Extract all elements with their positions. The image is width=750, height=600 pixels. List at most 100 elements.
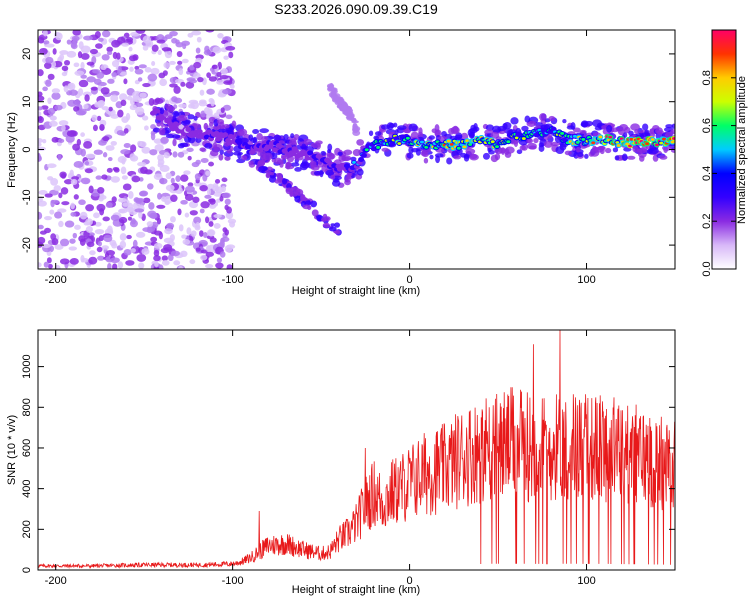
noise-blob bbox=[66, 130, 77, 137]
noise-blob bbox=[206, 72, 212, 78]
noise-blob bbox=[170, 216, 176, 223]
ridge-halo-blob bbox=[172, 138, 177, 147]
ridge-halo-blob bbox=[584, 153, 589, 159]
noise-blob bbox=[94, 31, 101, 39]
colorbar-tick-label: 0.2 bbox=[701, 214, 713, 229]
noise-blob bbox=[123, 142, 131, 148]
noise-blob bbox=[50, 178, 59, 186]
noise-blob bbox=[209, 237, 217, 243]
ridge-halo-blob bbox=[665, 132, 673, 138]
noise-blob bbox=[112, 51, 118, 59]
noise-blob bbox=[119, 93, 128, 101]
noise-blob bbox=[46, 163, 57, 169]
ridge-core-blob bbox=[468, 143, 473, 146]
noise-blob bbox=[38, 111, 42, 117]
noise-blob bbox=[69, 238, 76, 244]
noise-blob bbox=[85, 218, 93, 226]
ridge-halo-blob bbox=[321, 164, 328, 172]
ridge-halo-blob bbox=[328, 153, 335, 160]
noise-blob bbox=[221, 177, 228, 183]
ridge-halo-blob bbox=[319, 169, 324, 178]
noise-blob bbox=[180, 81, 186, 87]
noise-blob bbox=[97, 241, 102, 247]
noise-blob bbox=[135, 107, 145, 116]
noise-blob bbox=[122, 183, 132, 191]
noise-blob bbox=[204, 194, 212, 199]
ridge-core-blob bbox=[670, 140, 675, 144]
noise-blob bbox=[107, 263, 112, 269]
branch-blob bbox=[302, 204, 311, 210]
noise-blob bbox=[205, 251, 215, 257]
snr-ytick-label: 600 bbox=[21, 439, 33, 457]
noise-blob bbox=[180, 250, 188, 258]
noise-blob bbox=[74, 70, 85, 76]
noise-blob bbox=[93, 149, 103, 155]
noise-blob bbox=[206, 245, 211, 253]
ridge-halo-blob bbox=[208, 121, 214, 127]
noise-blob bbox=[157, 192, 162, 200]
noise-blob bbox=[97, 186, 105, 194]
noise-blob bbox=[75, 110, 86, 116]
noise-blob bbox=[126, 36, 134, 43]
noise-blob bbox=[108, 106, 113, 112]
branch-blob bbox=[265, 172, 271, 179]
noise-blob bbox=[92, 124, 98, 132]
noise-blob bbox=[129, 153, 136, 161]
noise-blob bbox=[199, 208, 205, 214]
noise-blob bbox=[106, 167, 113, 173]
noise-blob bbox=[182, 238, 191, 245]
noise-blob bbox=[101, 30, 111, 38]
noise-blob bbox=[122, 202, 130, 207]
noise-blob bbox=[51, 92, 61, 100]
noise-blob bbox=[196, 36, 202, 43]
noise-blob bbox=[177, 60, 183, 65]
ridge-halo-blob bbox=[642, 123, 649, 131]
ridge-halo-blob bbox=[526, 138, 533, 144]
ridge-halo-blob bbox=[380, 124, 391, 130]
ridge-core-blob bbox=[490, 140, 495, 144]
ridge-halo-blob bbox=[156, 122, 162, 127]
noise-blob bbox=[164, 50, 173, 59]
noise-blob bbox=[38, 47, 48, 55]
noise-blob bbox=[58, 138, 65, 144]
noise-blob bbox=[54, 104, 63, 111]
noise-blob bbox=[57, 154, 62, 161]
noise-blob bbox=[225, 211, 234, 220]
noise-blob bbox=[203, 122, 209, 130]
ridge-halo-blob bbox=[547, 134, 553, 139]
ridge-halo-blob bbox=[627, 155, 636, 160]
noise-blob bbox=[74, 224, 81, 230]
ridge-blob bbox=[196, 129, 203, 135]
noise-blob bbox=[218, 153, 224, 161]
noise-blob bbox=[84, 161, 90, 166]
noise-blob bbox=[88, 232, 95, 237]
noise-blob bbox=[39, 230, 47, 235]
streak-blob bbox=[351, 120, 359, 124]
noise-blob bbox=[138, 191, 147, 197]
ridge-halo-blob bbox=[212, 142, 218, 149]
noise-blob bbox=[215, 262, 224, 269]
ridge-blob bbox=[358, 156, 365, 162]
noise-blob bbox=[154, 260, 159, 268]
noise-blob bbox=[38, 236, 46, 245]
noise-blob bbox=[69, 169, 74, 176]
noise-blob bbox=[80, 53, 90, 60]
ridge-halo-blob bbox=[331, 179, 341, 187]
streak-blob bbox=[347, 111, 353, 115]
noise-blob bbox=[98, 139, 107, 146]
noise-blob bbox=[138, 210, 143, 219]
noise-blob bbox=[178, 266, 184, 269]
noise-blob bbox=[58, 120, 69, 126]
noise-blob bbox=[138, 177, 144, 182]
noise-blob bbox=[175, 175, 181, 182]
ridge-halo-blob bbox=[639, 155, 645, 162]
ridge-halo-blob bbox=[606, 124, 613, 133]
spectrogram-xtick-label: 100 bbox=[577, 274, 595, 286]
noise-blob bbox=[225, 114, 233, 120]
spectrogram-ytick-label: 0 bbox=[21, 146, 33, 152]
snr-ytick-label: 200 bbox=[21, 520, 33, 538]
noise-blob bbox=[221, 88, 232, 95]
noise-blob bbox=[165, 172, 172, 180]
ridge-core-blob bbox=[650, 138, 655, 141]
